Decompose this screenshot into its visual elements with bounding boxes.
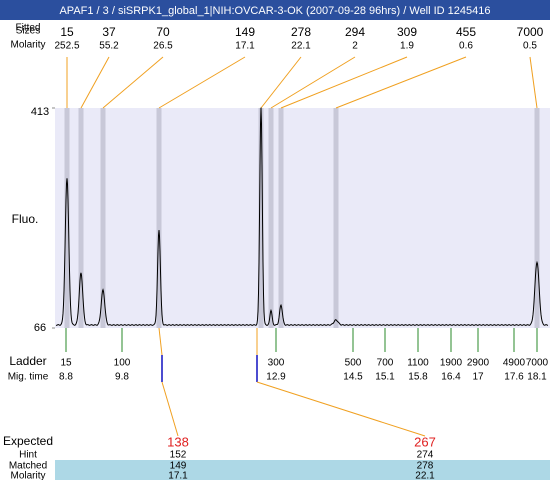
expected-connector: [158, 327, 163, 356]
peak-molarity: 55.2: [99, 41, 119, 52]
peak-band: [534, 108, 540, 328]
peak-size: 15: [60, 25, 74, 39]
ladder-time: 16.4: [441, 372, 461, 383]
peak-molarity: 1.9: [400, 41, 414, 52]
peak-connector: [260, 56, 302, 109]
peak-band: [258, 108, 264, 328]
peak-band: [100, 108, 106, 328]
peak-size: 7000: [517, 25, 544, 39]
expected-row-label: Matched: [9, 461, 47, 472]
matched-value: 278: [417, 461, 434, 472]
ladder-time: 15.1: [375, 372, 395, 383]
ladder-time: 18.1: [527, 372, 547, 383]
ladder-size: 1100: [407, 358, 429, 369]
hint-value: 274: [417, 450, 434, 461]
peak-molarity: 0.6: [459, 41, 473, 52]
peak-band: [78, 108, 84, 328]
peak-band: [278, 108, 284, 328]
peak-connector: [270, 56, 356, 109]
ladder-time: 17.6: [504, 372, 524, 383]
header-label: Molarity: [10, 40, 45, 51]
peak-size: 70: [156, 25, 170, 39]
y-tick-label: 66: [34, 322, 46, 334]
peak-connector: [80, 56, 110, 109]
header-label: Fitted: [15, 23, 40, 34]
expected-row-label: Hint: [19, 450, 37, 461]
chart-title: APAF1 / 3 / siSRPK1_global_1|NIH:OVCAR-3…: [59, 5, 490, 17]
ladder-time: 8.8: [59, 372, 73, 383]
peak-size: 278: [291, 25, 311, 39]
peak-connector: [335, 56, 467, 109]
expected-connector: [161, 381, 179, 437]
peak-band: [64, 108, 70, 328]
peak-connector: [158, 56, 246, 109]
peak-connector: [102, 56, 164, 109]
molarity-value: 17.1: [168, 471, 188, 480]
matched-value: 149: [170, 461, 187, 472]
peak-size: 455: [456, 25, 476, 39]
peak-connector: [280, 56, 408, 109]
peak-molarity: 0.5: [523, 41, 537, 52]
expected-connector: [256, 381, 426, 437]
expected-row-label: Expected: [3, 434, 53, 448]
peak-band: [268, 108, 274, 328]
peak-molarity: 2: [352, 41, 358, 52]
trace: [55, 107, 549, 326]
ladder-time: 15.8: [408, 372, 428, 383]
ladder-time-label: Mig. time: [8, 372, 49, 383]
peak-molarity: 252.5: [54, 41, 79, 52]
hint-value: 152: [170, 450, 187, 461]
y-tick-label: 413: [31, 106, 49, 118]
ladder-time: 9.8: [115, 372, 129, 383]
peak-size: 309: [397, 25, 417, 39]
ladder-size: 700: [377, 358, 394, 369]
ladder-size: 100: [114, 358, 131, 369]
y-axis-label: Fluo.: [12, 212, 39, 226]
ladder-label: Ladder: [9, 354, 46, 368]
plot-area: [55, 108, 550, 328]
ladder-size: 4900: [503, 358, 526, 369]
peak-band: [156, 108, 162, 328]
ladder-time: 12.9: [266, 372, 286, 383]
header-label: Sizes: [16, 26, 40, 37]
peak-band: [333, 108, 339, 328]
expected-value: 267: [414, 434, 436, 449]
ladder-size: 15: [60, 358, 72, 369]
title-bar: [0, 0, 550, 20]
peak-size: 294: [345, 25, 365, 39]
expected-value: 138: [167, 434, 189, 449]
peak-size: 149: [235, 25, 255, 39]
peak-molarity: 17.1: [235, 41, 255, 52]
ladder-size: 2900: [467, 358, 490, 369]
ladder-size: 7000: [526, 358, 549, 369]
ladder-size: 500: [345, 358, 362, 369]
ladder-time: 17: [472, 372, 484, 383]
ladder-size: 1900: [440, 358, 463, 369]
peak-molarity: 26.5: [153, 41, 173, 52]
ladder-time: 14.5: [343, 372, 363, 383]
peak-connector: [529, 56, 538, 109]
ladder-size: 300: [268, 358, 285, 369]
molarity-value: 22.1: [415, 471, 435, 480]
matched-row-bg: [55, 460, 550, 480]
expected-row-label: Molarity: [10, 471, 45, 480]
peak-size: 37: [102, 25, 116, 39]
peak-molarity: 22.1: [291, 41, 311, 52]
